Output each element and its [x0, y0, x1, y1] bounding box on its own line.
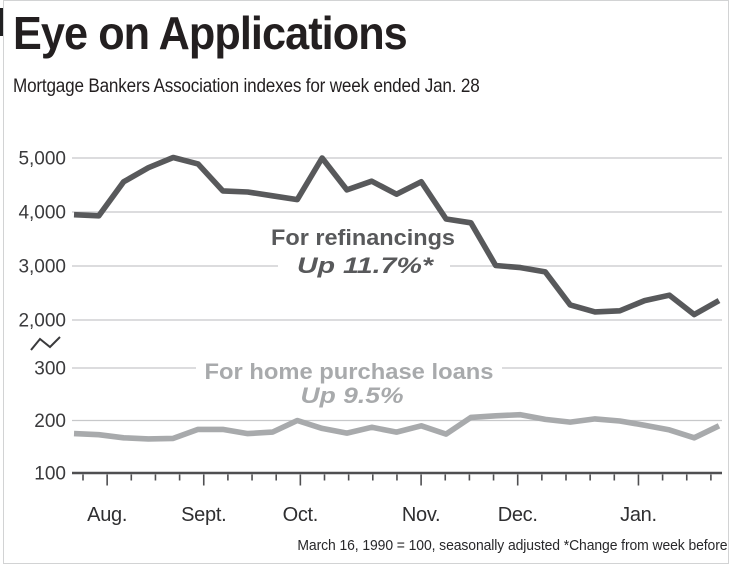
series-lines [73, 154, 721, 442]
line-for-refinancings [73, 154, 721, 318]
gridlines [72, 157, 722, 475]
series-change-label-for-refinancings: Up 11.7%* [297, 253, 435, 278]
y-tick-label-4-000: 4,000 [18, 203, 66, 224]
x-month-label-aug: Aug. [87, 504, 127, 526]
series-change-label-for-home-purchase-loans: Up 9.5% [301, 383, 404, 408]
chart-title: Eye on Applications [13, 7, 408, 59]
scan-artifact-mark [0, 8, 3, 36]
x-month-label-dec: Dec. [498, 504, 538, 526]
axis-break [30, 336, 61, 351]
y-tick-label-3-000: 3,000 [18, 257, 66, 278]
y-tick-label-300: 300 [34, 359, 66, 380]
y-tick-label-200: 200 [34, 411, 66, 432]
series-label-for-refinancings: For refinancings [271, 225, 455, 250]
series-label-for-home-purchase-loans: For home purchase loans [205, 359, 494, 384]
line-for-home-purchase-loans [73, 411, 721, 442]
x-month-label-sept: Sept. [181, 504, 226, 526]
axis-break-zigzag-icon [30, 336, 61, 351]
y-tick-label-5-000: 5,000 [18, 149, 66, 170]
chart-footnote: March 16, 1990 = 100, seasonally adjuste… [296, 537, 727, 554]
x-month-label-jan: Jan. [620, 504, 657, 526]
y-tick-label-100: 100 [34, 464, 66, 485]
x-axis: Aug. Sept. Oct. Nov. Dec. Jan. [82, 474, 712, 526]
x-month-label-nov: Nov. [402, 504, 440, 526]
chart-subtitle: Mortgage Bankers Association indexes for… [13, 76, 480, 97]
y-tick-label-2-000: 2,000 [18, 311, 66, 332]
series-annotations: For refinancings Up 11.7%* For home purcha… [205, 225, 494, 408]
x-month-label-oct: Oct. [283, 504, 318, 526]
y-axis-labels: 5,000 4,000 3,000 2,000 300 200 100 [18, 149, 66, 485]
